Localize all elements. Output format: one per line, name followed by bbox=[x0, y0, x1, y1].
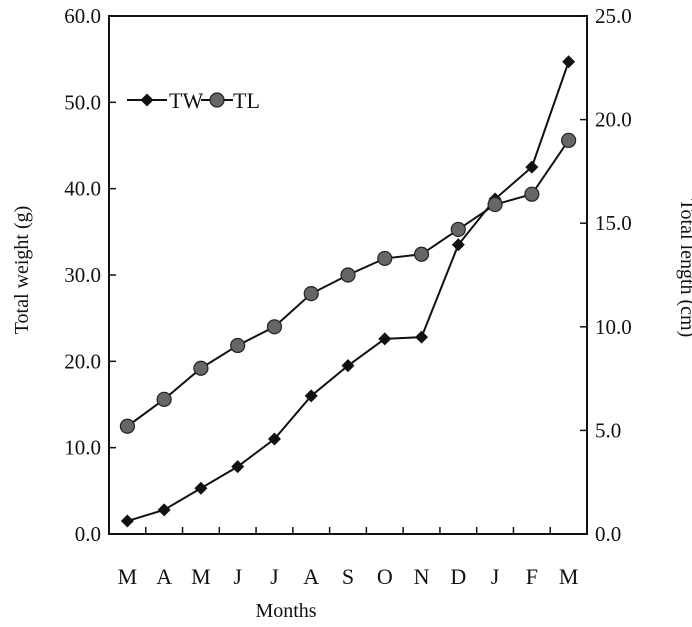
x-tick-label: D bbox=[450, 564, 466, 589]
legend: TW TL bbox=[127, 88, 260, 113]
tw-point bbox=[341, 359, 355, 373]
x-tick-label: M bbox=[191, 564, 211, 589]
tw-point bbox=[451, 238, 465, 252]
right-axis: 0.0 5.0 10.0 15.0 20.0 25.0 bbox=[580, 4, 632, 546]
tw-point bbox=[231, 460, 245, 474]
right-tick-label: 20.0 bbox=[595, 108, 632, 132]
right-tick-label: 10.0 bbox=[595, 315, 632, 339]
right-tick-label: 25.0 bbox=[595, 4, 632, 28]
tl-point bbox=[524, 186, 540, 202]
tw-point bbox=[525, 160, 539, 174]
x-tick-label: O bbox=[377, 564, 393, 589]
right-tick-label: 0.0 bbox=[595, 522, 621, 546]
series-line-tl bbox=[126, 139, 570, 428]
tl-point bbox=[377, 250, 393, 267]
series-line-tw bbox=[127, 61, 570, 523]
legend-marker-tl bbox=[209, 92, 225, 108]
x-tick-label: N bbox=[414, 564, 430, 589]
tw-point bbox=[304, 389, 318, 403]
tw-point bbox=[157, 503, 171, 517]
tw-point bbox=[562, 55, 576, 69]
legend-marker-tw bbox=[140, 93, 154, 107]
tl-point bbox=[193, 360, 209, 376]
x-tick-label: M bbox=[559, 564, 579, 589]
tl-point bbox=[413, 246, 430, 262]
tw-point bbox=[120, 514, 134, 528]
right-axis-title: Total length (cm) bbox=[676, 199, 692, 338]
x-tick-label: M bbox=[118, 564, 138, 589]
tl-point bbox=[561, 132, 577, 148]
tl-point bbox=[266, 319, 283, 335]
tl-point bbox=[230, 337, 246, 354]
x-tick-label: J bbox=[491, 564, 500, 589]
left-tick-label: 0.0 bbox=[75, 522, 101, 546]
tw-point bbox=[194, 481, 208, 495]
left-axis: 0.0 10.0 20.0 30.0 40.0 50.0 60.0 bbox=[64, 4, 116, 546]
tl-point bbox=[340, 267, 356, 283]
left-tick-label: 10.0 bbox=[64, 436, 101, 460]
left-tick-label: 60.0 bbox=[64, 4, 101, 28]
left-tick-label: 50.0 bbox=[64, 90, 101, 114]
series-layer bbox=[119, 55, 577, 528]
left-tick-label: 20.0 bbox=[64, 349, 101, 373]
tl-point bbox=[303, 286, 319, 302]
x-tick-label: S bbox=[342, 564, 354, 589]
x-axis-title: Months bbox=[255, 600, 316, 622]
tw-point bbox=[378, 332, 392, 346]
left-axis-title: Total weight (g) bbox=[11, 206, 33, 335]
x-tick-label: F bbox=[526, 564, 538, 589]
x-tick-label: A bbox=[303, 564, 319, 589]
tw-point bbox=[415, 330, 429, 344]
right-tick-label: 5.0 bbox=[595, 418, 621, 442]
tl-point bbox=[450, 221, 466, 238]
x-tick-label: A bbox=[156, 564, 172, 589]
x-tick-label: J bbox=[270, 564, 279, 589]
tl-point bbox=[487, 196, 503, 213]
x-tick-label: J bbox=[233, 564, 242, 589]
tl-point bbox=[156, 391, 172, 407]
left-tick-label: 30.0 bbox=[64, 263, 101, 287]
right-tick-label: 15.0 bbox=[595, 211, 632, 235]
legend-label-tl: TL bbox=[233, 88, 260, 113]
tw-point bbox=[267, 432, 281, 446]
tl-point bbox=[119, 418, 135, 434]
legend-label-tw: TW bbox=[169, 88, 203, 113]
left-tick-label: 40.0 bbox=[64, 177, 101, 201]
